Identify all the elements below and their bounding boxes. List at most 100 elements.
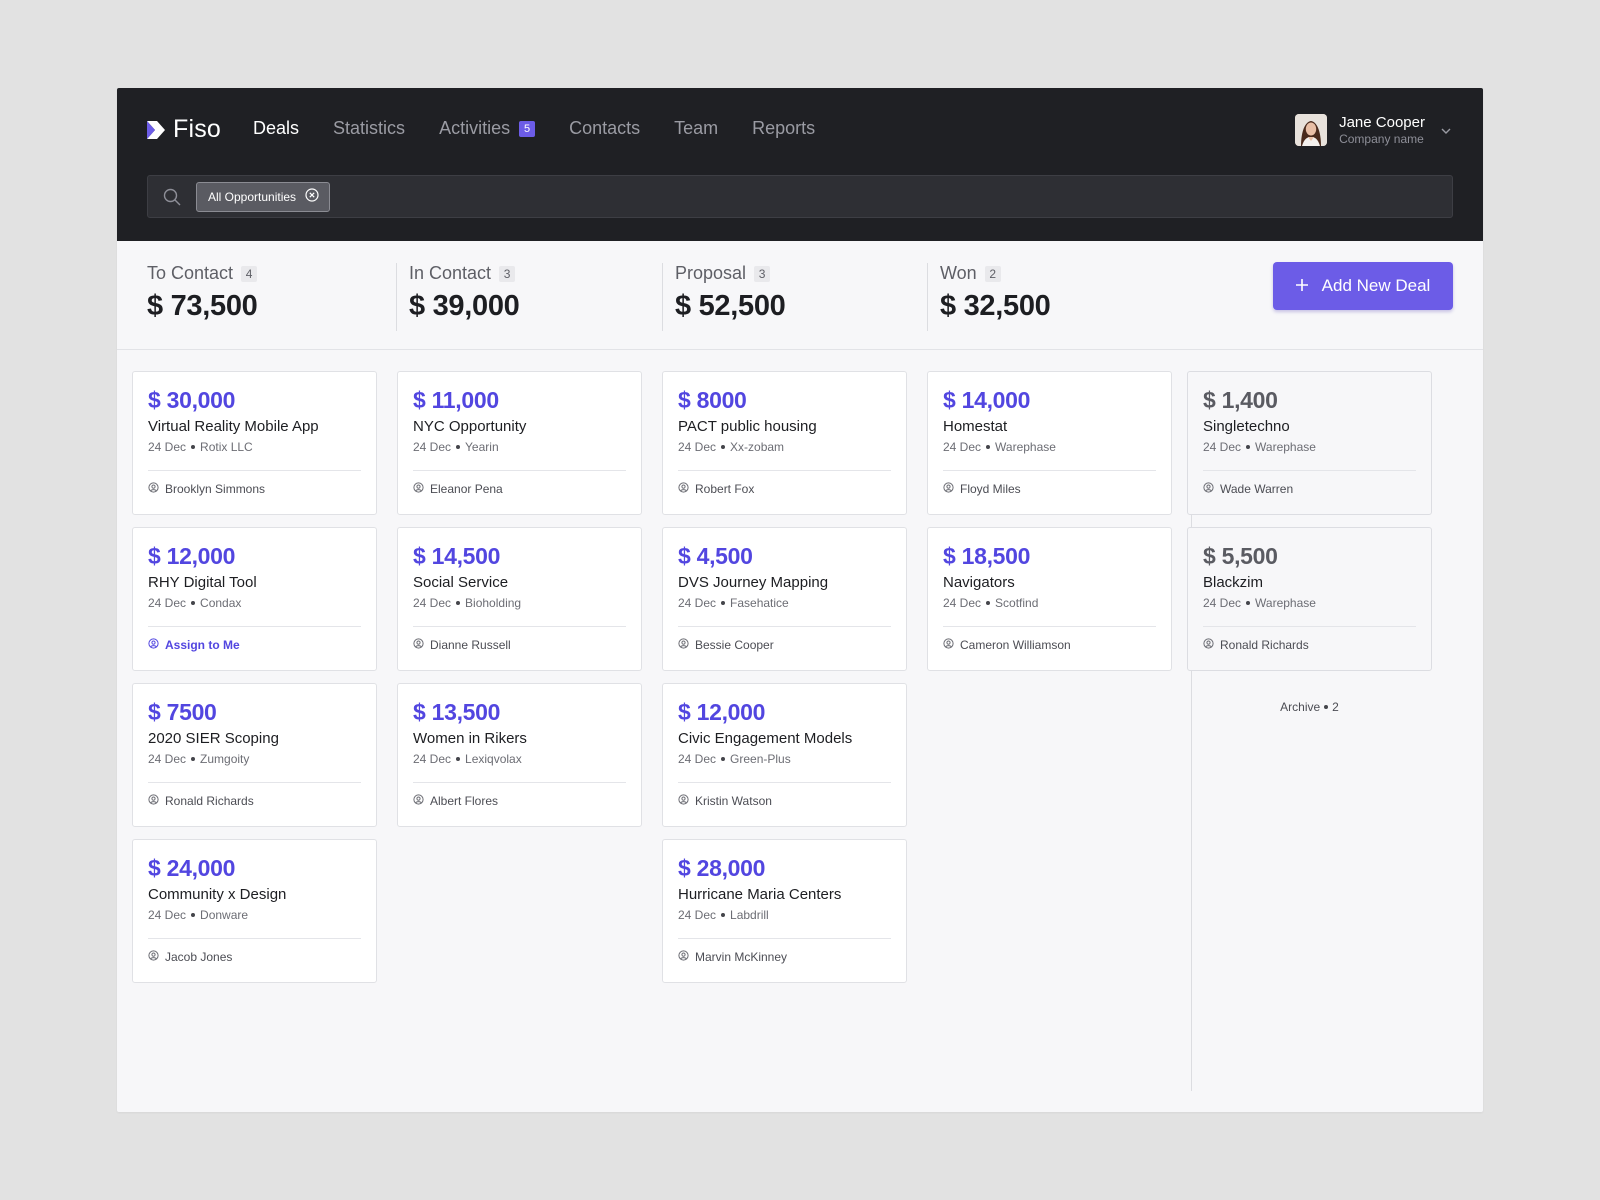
stage-count: 3 <box>754 265 771 282</box>
user-icon <box>148 638 159 652</box>
add-new-deal-button[interactable]: Add New Deal <box>1273 262 1453 310</box>
filter-chip[interactable]: All Opportunities <box>196 181 331 212</box>
deal-meta: 24 Dec Lexiqvolax <box>413 752 626 766</box>
nav-reports[interactable]: Reports <box>752 118 815 139</box>
deal-company: Lexiqvolax <box>465 752 522 766</box>
user-menu[interactable]: Jane Cooper Company name <box>1295 114 1451 146</box>
nav-statistics[interactable]: Statistics <box>333 118 405 139</box>
card-divider <box>148 470 361 471</box>
deal-owner-name: Ronald Richards <box>165 794 254 808</box>
deal-amount: $ 8000 <box>678 387 747 413</box>
stage-count: 2 <box>984 265 1001 282</box>
deal-card[interactable]: $ 28,000 Hurricane Maria Centers 24 Dec Lab… <box>662 839 907 983</box>
deal-title: Blackzim <box>1203 574 1264 591</box>
separator-dot <box>456 757 461 761</box>
deal-owner-name: Ronald Richards <box>1220 638 1309 652</box>
deal-date: 24 Dec <box>413 596 452 610</box>
card-divider <box>148 782 361 783</box>
nav-activities[interactable]: Activities 5 <box>439 118 536 139</box>
deal-owner-name: Cameron Williamson <box>960 638 1071 652</box>
deal-card[interactable]: $ 7500 2020 SIER Scoping 24 Dec Zumgoity Ron… <box>132 683 377 827</box>
nav-deals[interactable]: Deals <box>253 118 299 139</box>
deal-date: 24 Dec <box>148 596 187 610</box>
user-info: Jane Cooper Company name <box>1339 114 1425 146</box>
summary-won: Won 2 $ 32,500 <box>927 263 1051 331</box>
search-icon <box>162 187 182 207</box>
deal-owner: Marvin McKinney <box>678 950 891 964</box>
plus-icon <box>1295 276 1308 296</box>
deal-date: 24 Dec <box>943 440 982 454</box>
deal-card[interactable]: $ 12,000 RHY Digital Tool 24 Dec Condax Assi… <box>132 527 377 671</box>
deal-card[interactable]: $ 4,500 DVS Journey Mapping 24 Dec Fasehati… <box>662 527 907 671</box>
stage-total: $ 39,000 <box>409 290 520 322</box>
deal-company: Zumgoity <box>200 752 250 766</box>
deal-meta: 24 Dec Bioholding <box>413 596 626 610</box>
add-new-deal-label: Add New Deal <box>1321 276 1431 295</box>
deal-card[interactable]: $ 30,000 Virtual Reality Mobile App 24 Dec… <box>132 371 377 515</box>
user-icon <box>413 638 424 652</box>
app-window: Fiso Deals Statistics Activities 5 Contac… <box>117 88 1483 1112</box>
deal-card[interactable]: $ 5,500 Blackzim 24 Dec Warephase Ronald Ric… <box>1187 527 1432 671</box>
user-icon <box>943 482 954 496</box>
deal-owner: Robert Fox <box>678 482 891 496</box>
app-name: Fiso <box>173 115 222 143</box>
user-name: Jane Cooper <box>1339 114 1425 131</box>
deal-card[interactable]: $ 1,400 Singletechno 24 Dec Warephase Wade W… <box>1187 371 1432 515</box>
nav-contacts[interactable]: Contacts <box>569 118 640 139</box>
deal-amount: $ 4,500 <box>678 543 753 569</box>
deal-company: Warephase <box>1255 596 1316 610</box>
deal-card[interactable]: $ 24,000 Community x Design 24 Dec Donware J… <box>132 839 377 983</box>
deal-card[interactable]: $ 14,500 Social Service 24 Dec Bioholding Di… <box>397 527 642 671</box>
deal-date: 24 Dec <box>148 752 187 766</box>
card-divider <box>148 626 361 627</box>
deal-amount: $ 18,500 <box>943 543 1031 569</box>
deal-meta: 24 Dec Warephase <box>1203 596 1416 610</box>
nav-label: Deals <box>253 118 300 138</box>
deal-owner: Bessie Cooper <box>678 638 891 652</box>
card-divider <box>148 938 361 939</box>
archive-link[interactable]: Archive 2 <box>1187 700 1432 714</box>
deal-company: Fasehatice <box>730 596 789 610</box>
deal-card[interactable]: $ 8000 PACT public housing 24 Dec Xx-zobam R… <box>662 371 907 515</box>
deal-title: DVS Journey Mapping <box>678 574 829 591</box>
deal-owner-name: Kristin Watson <box>695 794 772 808</box>
deal-title: Social Service <box>413 574 509 591</box>
card-divider <box>1203 470 1416 471</box>
deal-card[interactable]: $ 12,000 Civic Engagement Models 24 Dec Gre… <box>662 683 907 827</box>
avatar <box>1295 114 1328 146</box>
deal-title: Civic Engagement Models <box>678 730 853 747</box>
deal-owner-name: Eleanor Pena <box>430 482 503 496</box>
deal-amount: $ 11,000 <box>413 387 499 413</box>
chevron-down-icon <box>1441 121 1451 139</box>
deal-date: 24 Dec <box>678 440 717 454</box>
deal-owner: Ronald Richards <box>148 794 361 808</box>
nav-label: Statistics <box>333 118 406 138</box>
deal-company: Donware <box>200 908 249 922</box>
user-icon <box>678 638 689 652</box>
deal-amount: $ 12,000 <box>678 699 766 725</box>
clear-filter-icon[interactable] <box>305 188 319 205</box>
logo-icon <box>147 120 165 139</box>
deal-card[interactable]: $ 11,000 NYC Opportunity 24 Dec Yearin Elean… <box>397 371 642 515</box>
card-divider <box>678 782 891 783</box>
user-icon <box>1203 638 1214 652</box>
deal-owner-name: Bessie Cooper <box>695 638 774 652</box>
deal-owner: Eleanor Pena <box>413 482 626 496</box>
deal-owner-name: Floyd Miles <box>960 482 1021 496</box>
deal-card[interactable]: $ 14,000 Homestat 24 Dec Warephase Floyd Mil… <box>927 371 1172 515</box>
search-bar[interactable]: All Opportunities <box>147 175 1453 218</box>
pipeline-summary: To Contact 4 $ 73,500 In Contact 3 $ 39,00… <box>117 241 1483 350</box>
card-divider <box>678 938 891 939</box>
deal-meta: 24 Dec Zumgoity <box>148 752 361 766</box>
deal-title: Singletechno <box>1203 418 1290 435</box>
deal-card[interactable]: $ 13,500 Women in Rikers 24 Dec Lexiqvolax A… <box>397 683 642 827</box>
logo[interactable]: Fiso <box>147 115 221 144</box>
separator-dot <box>191 601 196 605</box>
top-bar: Fiso Deals Statistics Activities 5 Contac… <box>117 88 1483 241</box>
assign-to-me-link[interactable]: Assign to Me <box>148 638 361 652</box>
separator-dot <box>1324 705 1329 709</box>
nav-team[interactable]: Team <box>674 118 718 139</box>
deal-card[interactable]: $ 18,500 Navigators 24 Dec Scotfind Cameron … <box>927 527 1172 671</box>
deal-date: 24 Dec <box>678 908 717 922</box>
user-icon <box>943 638 954 652</box>
